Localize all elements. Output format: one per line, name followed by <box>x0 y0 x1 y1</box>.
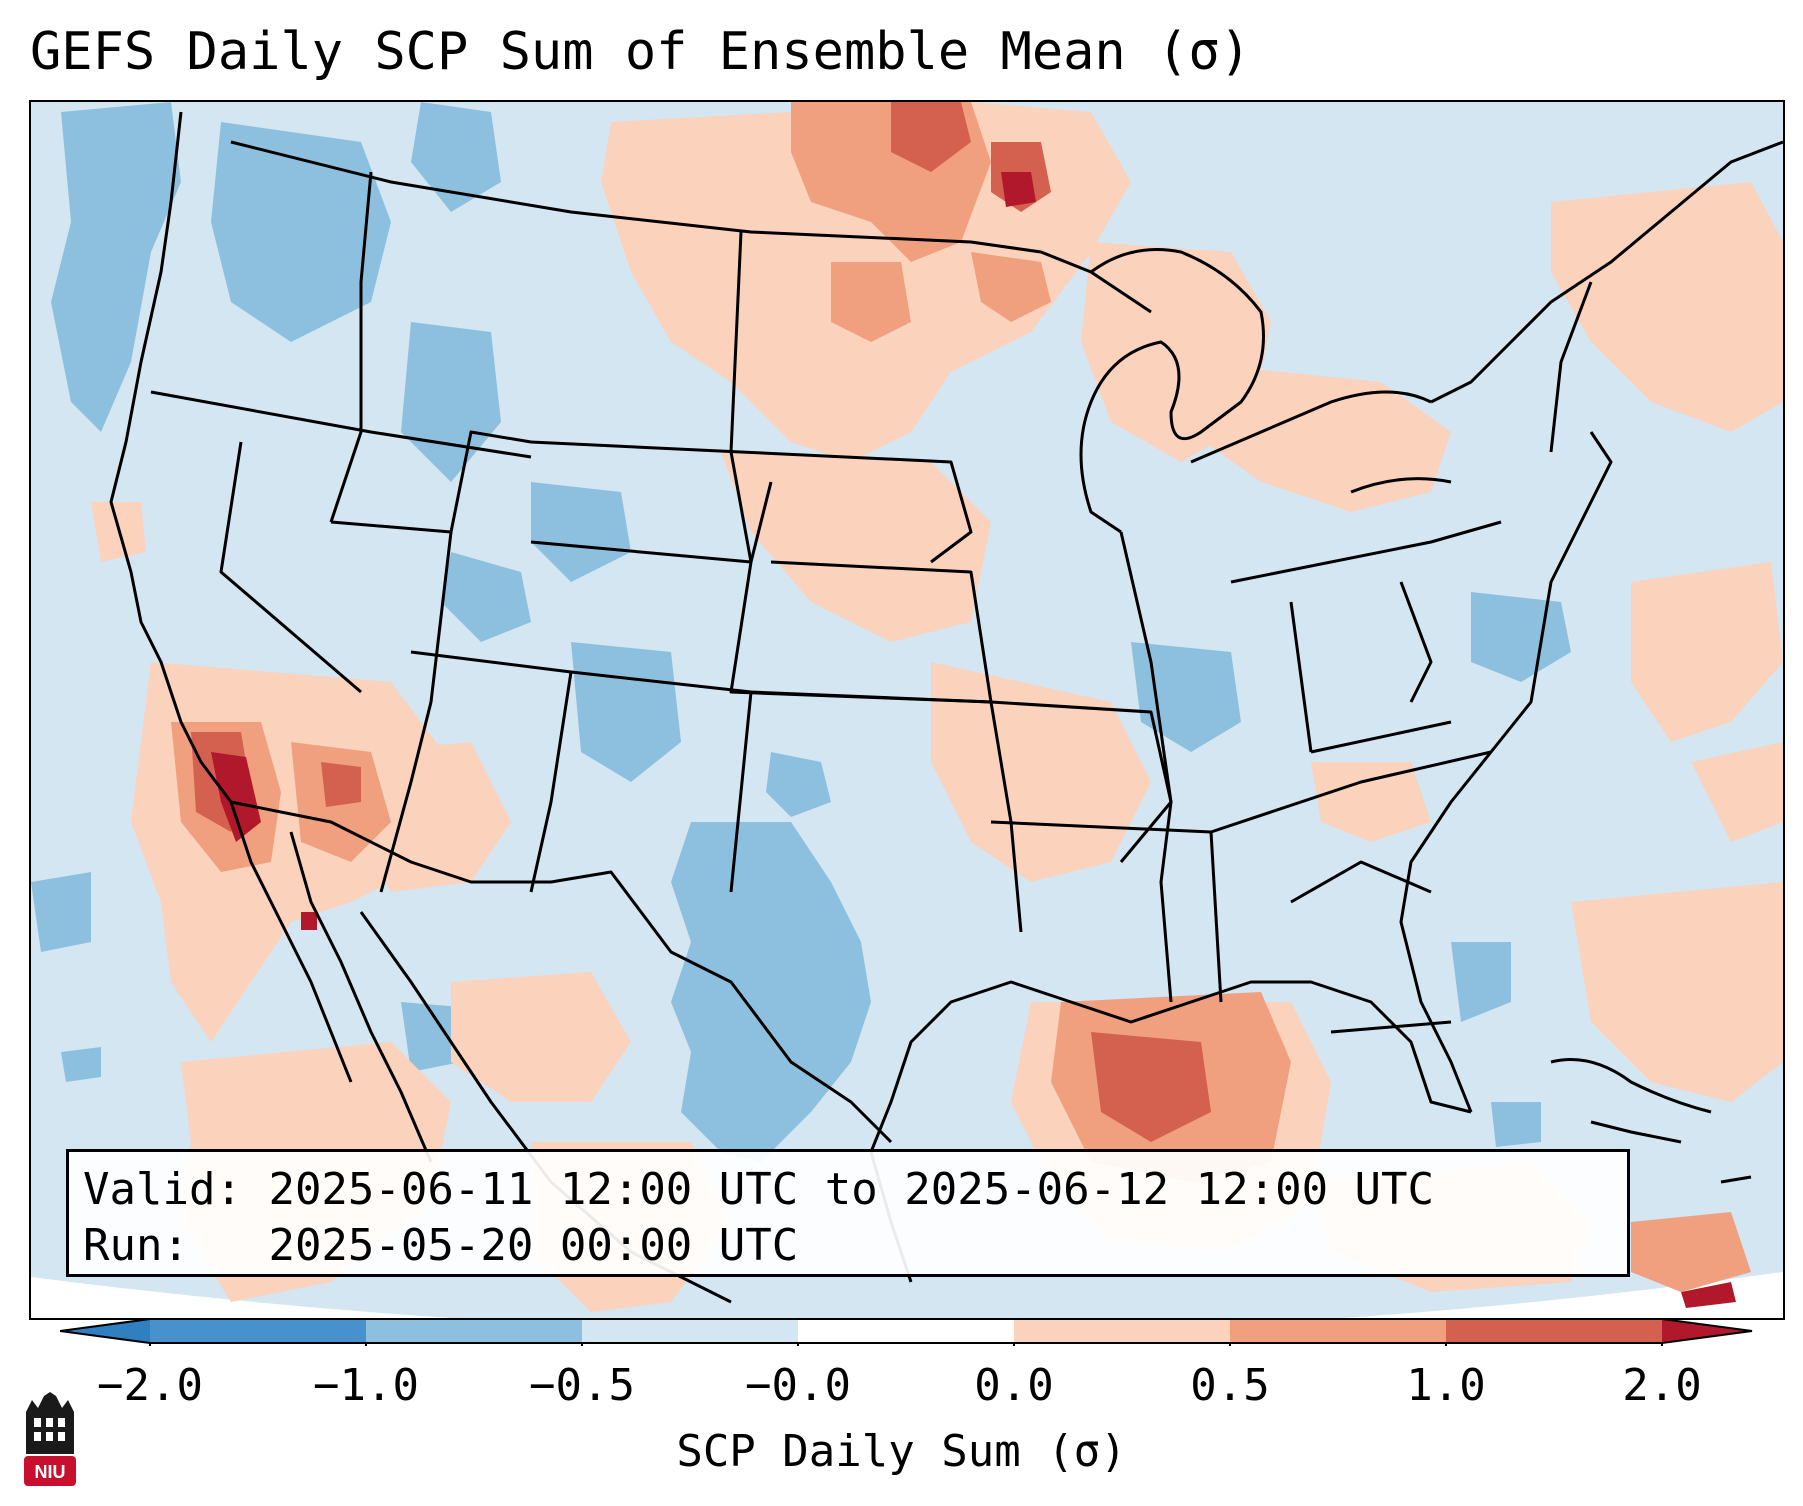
valid-line: Valid: 2025-06-11 12:00 UTC to 2025-06-1… <box>83 1162 1613 1218</box>
valid-label: Valid: <box>83 1164 242 1215</box>
extreme-positive-regions <box>211 172 1736 1308</box>
colorbar-tick-label: 0.0 <box>974 1360 1054 1411</box>
map-canvas <box>31 102 1783 1318</box>
colorbar-tick-label: 2.0 <box>1622 1360 1702 1411</box>
run-line: Run: 2025-05-20 00:00 UTC <box>83 1218 1613 1274</box>
projection-edge <box>31 1272 1783 1318</box>
logo-text: NIU <box>35 1462 66 1482</box>
colorbar-tick-label: 1.0 <box>1406 1360 1486 1411</box>
valid-value: 2025-06-11 12:00 UTC to 2025-06-12 12:00… <box>268 1164 1435 1215</box>
valid-run-info-box: Valid: 2025-06-11 12:00 UTC to 2025-06-1… <box>66 1149 1630 1277</box>
chart-title: GEFS Daily SCP Sum of Ensemble Mean (σ) <box>30 22 1251 82</box>
colorbar-tick-label: −2.0 <box>97 1360 203 1411</box>
colorbar-label: SCP Daily Sum (σ) <box>676 1426 1127 1477</box>
colorbar-extend-high <box>1662 1319 1752 1343</box>
colorbar-segment-1 <box>150 1319 366 1343</box>
colorbar-tick-label: −0.5 <box>529 1360 635 1411</box>
colorbar-tick-label: 0.5 <box>1190 1360 1270 1411</box>
colorbar-segment-4 <box>798 1319 1014 1343</box>
negative-anomaly-regions <box>31 102 1571 1162</box>
run-value: 2025-05-20 00:00 UTC <box>268 1220 799 1271</box>
colorbar-extend-low <box>60 1319 150 1343</box>
colorbar-segment-5 <box>1014 1319 1230 1343</box>
niu-logo: NIU <box>24 1392 76 1486</box>
colorbar-segment-3 <box>582 1319 798 1343</box>
colorbar-segment-2 <box>366 1319 582 1343</box>
colorbar-tick-label: −1.0 <box>313 1360 419 1411</box>
map-panel <box>29 100 1785 1320</box>
colorbar <box>60 1318 1753 1346</box>
caribbean-islands <box>1550 1058 1752 1184</box>
run-label: Run: <box>83 1220 189 1271</box>
colorbar-tick-label: −0.0 <box>745 1360 851 1411</box>
colorbar-segment-7 <box>1446 1319 1662 1343</box>
colorbar-segment-6 <box>1230 1319 1446 1343</box>
